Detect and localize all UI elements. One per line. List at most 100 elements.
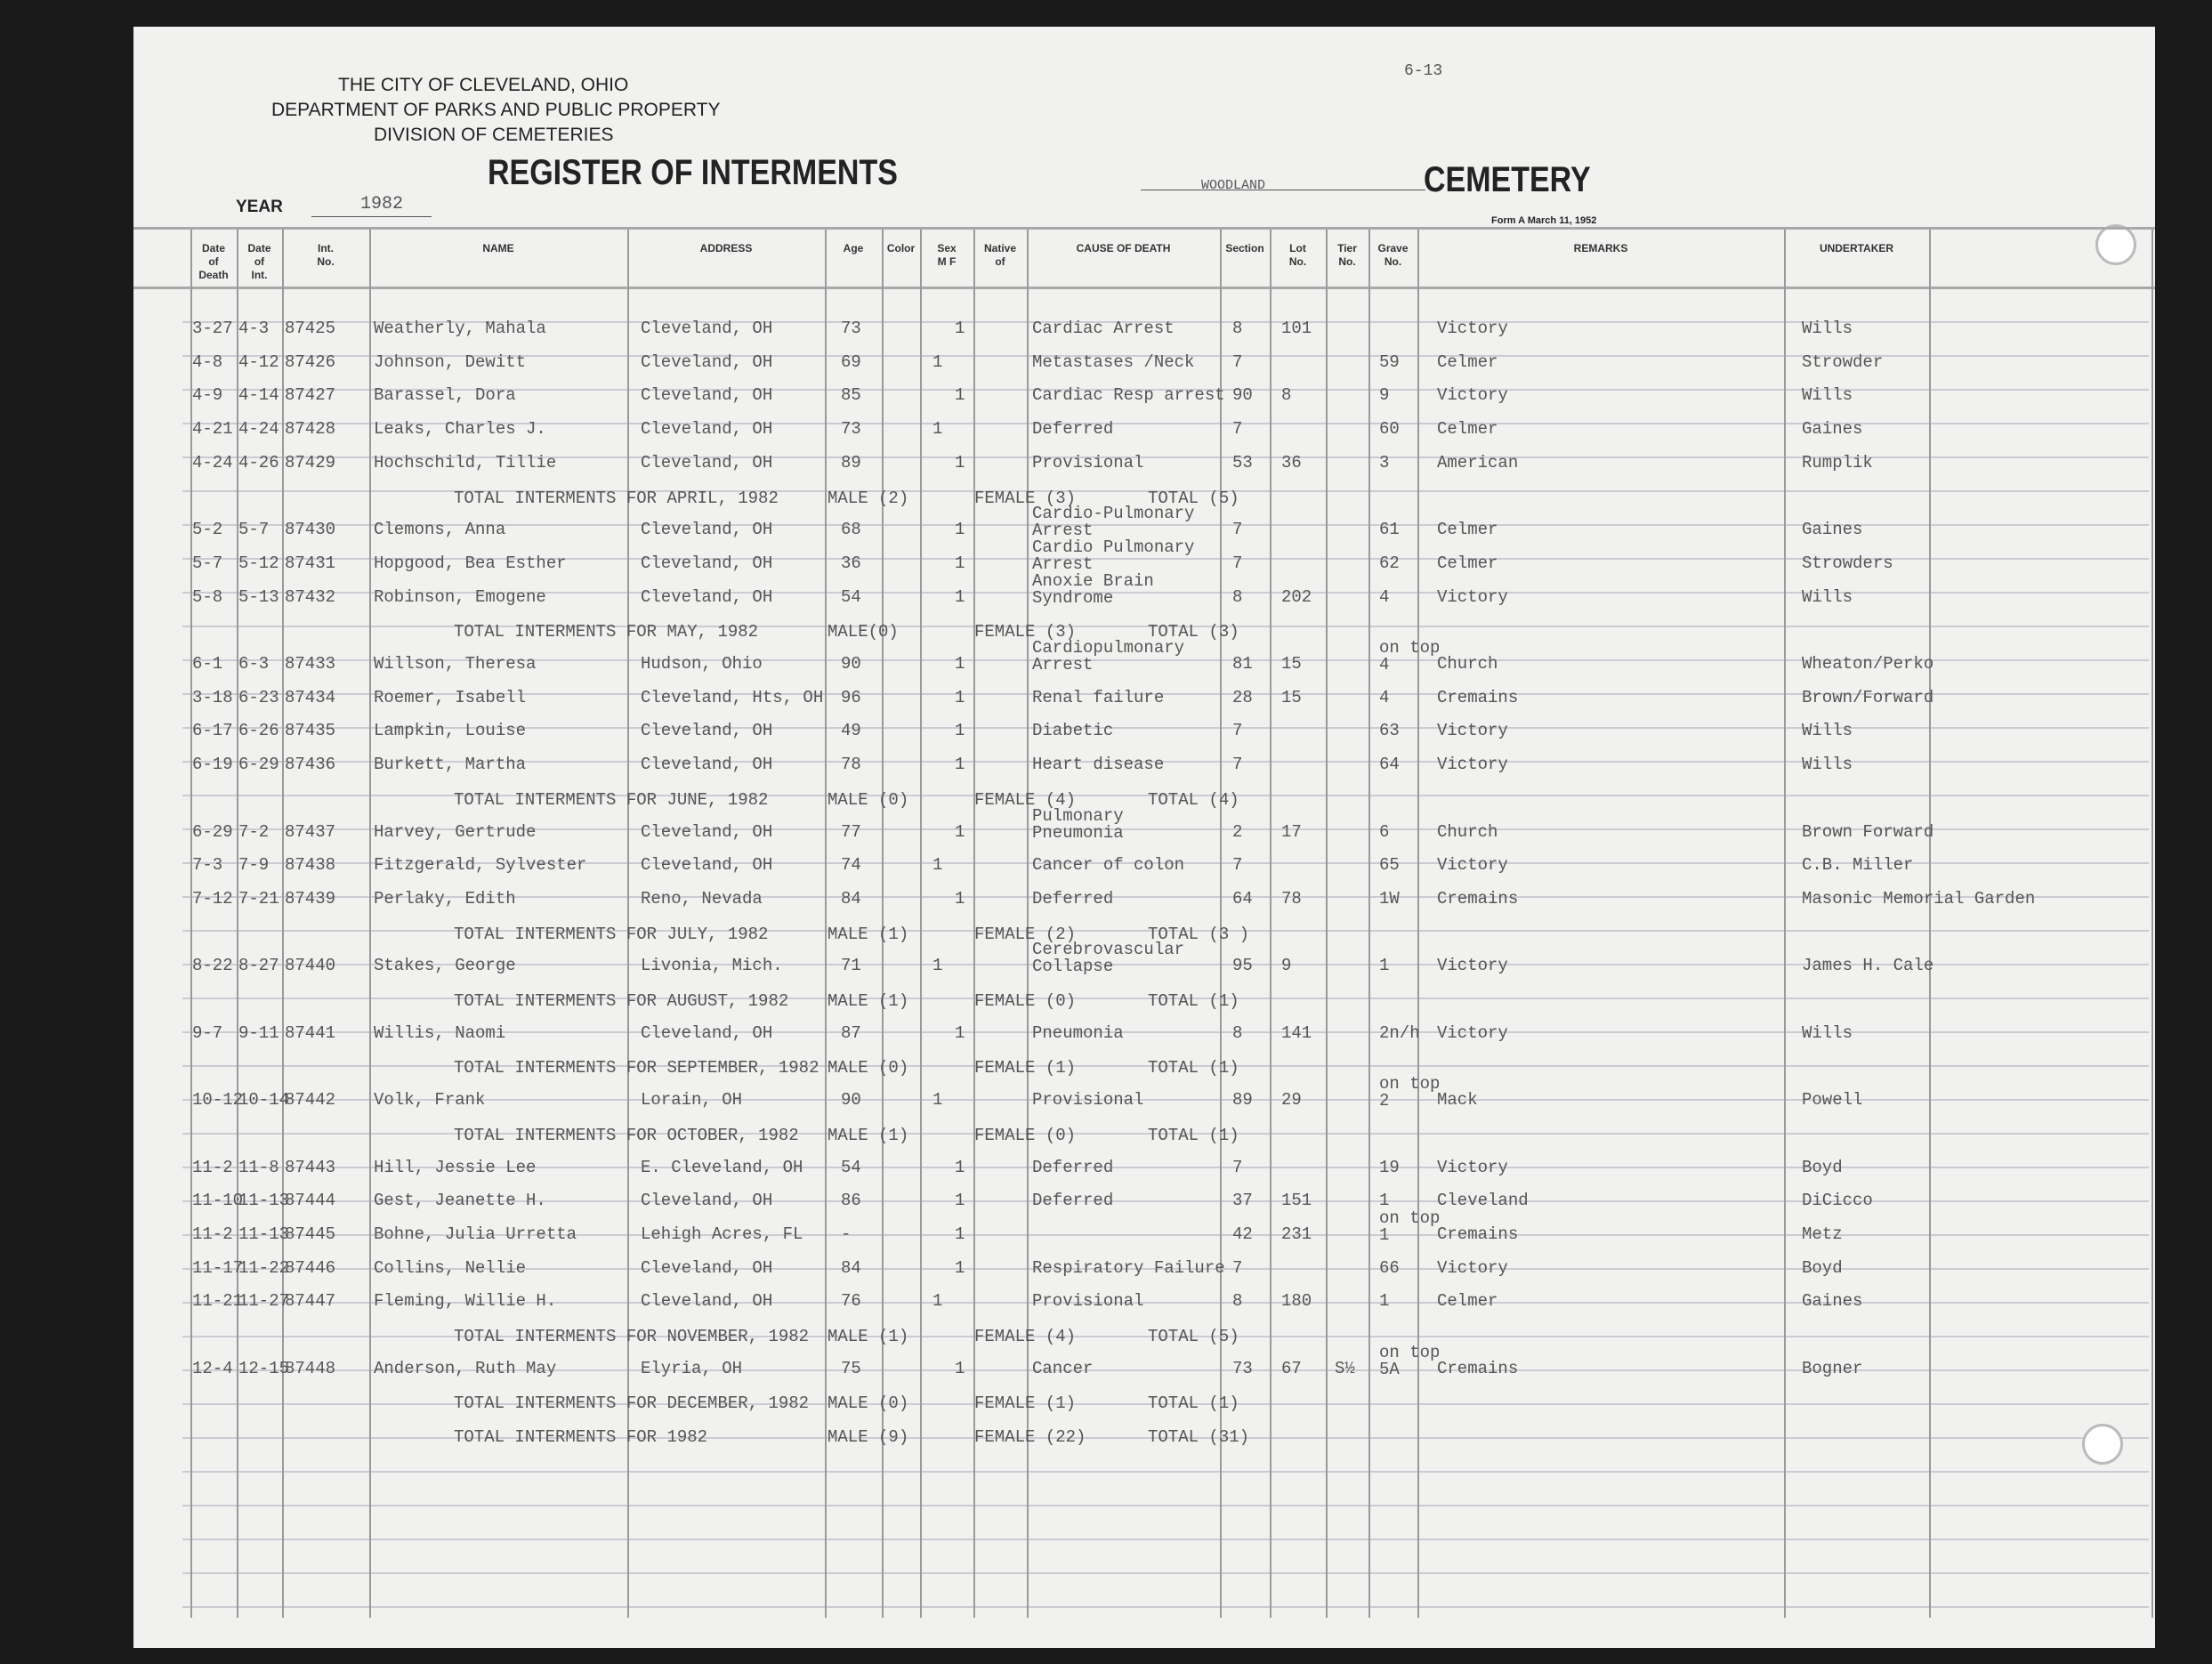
cell-und: Boyd	[1802, 1257, 1843, 1278]
cell-rem: Church	[1437, 654, 1498, 674]
cell-lot: 36	[1281, 452, 1302, 473]
binder-hole	[2082, 1424, 2123, 1465]
cell-sec: 7	[1232, 1157, 1243, 1177]
column-divider	[1929, 230, 1931, 1618]
total-male: MALE (0)	[827, 789, 909, 810]
cell-und: Brown Forward	[1802, 821, 1934, 842]
cell-cause: Heart disease	[1032, 755, 1165, 775]
cell-sec: 28	[1232, 687, 1253, 707]
cell-name: Leaks, Charles J.	[374, 419, 546, 440]
cell-und: Wills	[1802, 721, 1853, 741]
cell-sec: 7	[1232, 351, 1243, 372]
total-sum: TOTAL (1)	[1148, 1393, 1239, 1414]
total-sum: TOTAL (5)	[1148, 1327, 1239, 1346]
cell-addr: Reno, Nevada	[641, 888, 763, 909]
cell-age: 69	[841, 351, 861, 372]
cell-und: Rumplik	[1802, 452, 1873, 473]
cell-sec: 7	[1232, 721, 1243, 741]
total-total: TOTAL INTERMENTS FOR SEPTEMBER, 1982	[454, 1058, 819, 1078]
cell-di: 4-12	[238, 351, 279, 372]
total-sum: TOTAL (4)	[1148, 789, 1239, 810]
cell-rem: Victory	[1437, 956, 1508, 976]
cell-addr: Cleveland, OH	[641, 721, 773, 741]
cell-addr: Cleveland, OH	[641, 586, 773, 607]
cell-cause: Cancer	[1032, 1358, 1094, 1378]
cell-cause: Diabetic	[1032, 721, 1114, 741]
column-divider	[825, 230, 827, 1618]
cell-dd: 5-8	[192, 586, 223, 607]
cell-und: Bogner	[1802, 1358, 1863, 1378]
cell-age: 78	[841, 755, 861, 775]
cell-name: Fleming, Willie H.	[374, 1291, 557, 1312]
cemetery-name: WOODLAND	[1201, 178, 1266, 193]
cell-und: Wills	[1802, 586, 1853, 607]
cell-cause: Anoxie Brain Syndrome	[1032, 570, 1154, 608]
cell-addr: Lorain, OH	[641, 1090, 743, 1111]
cell-name: Robinson, Emogene	[374, 586, 546, 607]
cell-lot: 15	[1281, 687, 1302, 707]
division-heading: DIVISION OF CEMETERIES	[374, 125, 614, 145]
cell-und: Wills	[1802, 319, 1853, 338]
cell-name: Willis, Naomi	[374, 1022, 506, 1043]
cell-dd: 6-29	[192, 821, 233, 842]
column-divider	[1784, 230, 1786, 1618]
cell-sec: 64	[1232, 888, 1253, 909]
cell-di: 11-8	[238, 1157, 279, 1177]
cell-age: 75	[841, 1358, 861, 1378]
cell-di: 6-3	[238, 654, 270, 674]
cell-und: Powell	[1802, 1090, 1863, 1111]
cell-grave: 66	[1379, 1257, 1400, 1278]
cell-age: 49	[841, 721, 861, 741]
cell-rem: Celmer	[1437, 351, 1498, 372]
cell-cause: Provisional	[1032, 1090, 1144, 1111]
total-male: MALE (1)	[827, 1125, 909, 1145]
cell-no: 87427	[285, 385, 336, 406]
total-sum: TOTAL (1)	[1148, 1125, 1239, 1145]
cell-name: Fitzgerald, Sylvester	[374, 855, 587, 876]
cell-f: 1	[955, 1022, 965, 1043]
cell-age: 68	[841, 520, 861, 540]
cell-age: 84	[841, 888, 861, 909]
total-male: MALE(0)	[827, 622, 899, 642]
cell-m: 1	[932, 956, 943, 976]
cell-dd: 9-7	[192, 1022, 223, 1043]
cell-rem: Victory	[1437, 319, 1508, 338]
total-sum: TOTAL (1)	[1148, 991, 1239, 1011]
column-header-grave-number: Grave No.	[1377, 242, 1409, 268]
cell-no: 87442	[285, 1090, 336, 1111]
cell-di: 4-24	[238, 419, 279, 440]
cell-f: 1	[955, 452, 965, 473]
cell-f: 1	[955, 888, 965, 909]
total-female: FEMALE (22)	[974, 1427, 1086, 1448]
cell-sec: 7	[1232, 553, 1243, 573]
cell-m: 1	[932, 1090, 943, 1111]
cell-di: 12-15	[238, 1358, 290, 1378]
cell-cause: Cerebrovascular Collapse	[1032, 940, 1185, 977]
cell-addr: Elyria, OH	[641, 1358, 743, 1378]
cell-f: 1	[955, 721, 965, 741]
column-divider	[973, 230, 975, 1618]
cell-und: Strowders	[1802, 553, 1893, 573]
cell-no: 87448	[285, 1358, 336, 1378]
cell-grave: 1	[1379, 1191, 1390, 1211]
cell-name: Bohne, Julia Urretta	[374, 1224, 577, 1244]
cell-grave: 9	[1379, 385, 1390, 406]
cell-no: 87443	[285, 1157, 336, 1177]
cell-di: 11-27	[238, 1291, 290, 1312]
cell-name: Roemer, Isabell	[374, 687, 527, 707]
cell-name: Hill, Jessie Lee	[374, 1157, 537, 1177]
cell-grave: on top 4	[1379, 638, 1441, 674]
cell-no: 87444	[285, 1191, 336, 1211]
cell-sec: 8	[1232, 319, 1243, 338]
cell-lot: 67	[1281, 1358, 1302, 1378]
cell-di: 6-23	[238, 687, 279, 707]
cell-rem: Victory	[1437, 855, 1508, 876]
cell-sec: 2	[1232, 821, 1243, 842]
form-number: Form A March 11, 1952	[1491, 215, 1597, 226]
column-divider	[1027, 230, 1029, 1618]
cell-no: 87431	[285, 553, 336, 573]
cell-name: Gest, Jeanette H.	[374, 1191, 546, 1211]
cell-addr: Cleveland, OH	[641, 553, 773, 573]
cell-cause: Respiratory Failure	[1032, 1257, 1225, 1278]
cell-name: Hopgood, Bea Esther	[374, 553, 567, 573]
